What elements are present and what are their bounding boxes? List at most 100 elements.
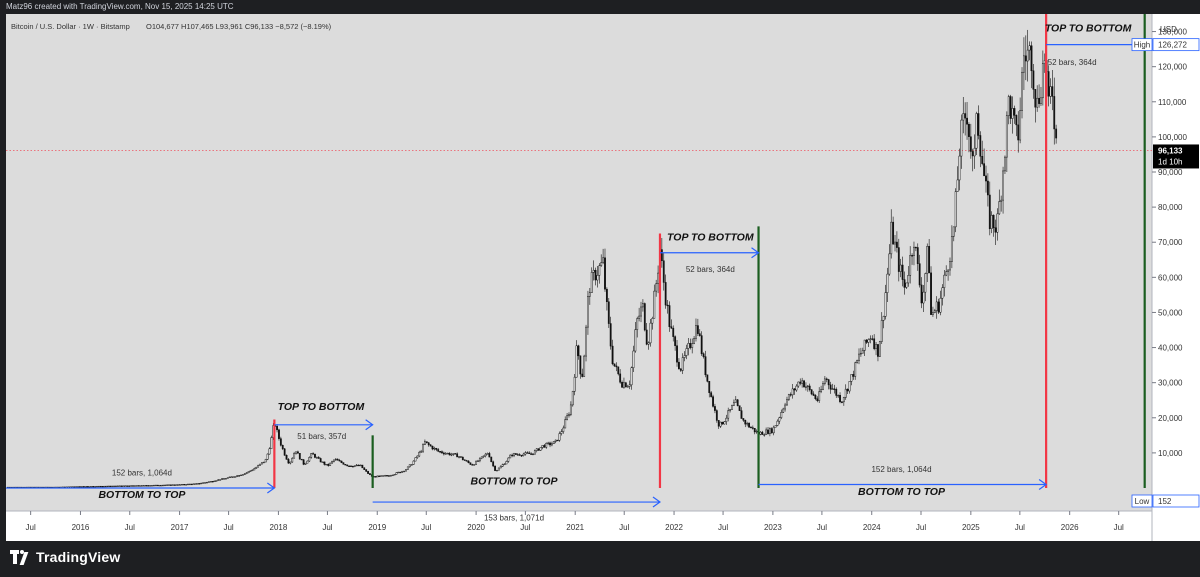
candle-body bbox=[892, 221, 895, 245]
candle-body bbox=[835, 389, 838, 396]
candle-body bbox=[1019, 110, 1022, 141]
candle-body bbox=[454, 453, 457, 455]
candle-body bbox=[979, 135, 982, 157]
candle-body bbox=[767, 429, 769, 434]
candle-body bbox=[350, 465, 352, 467]
candle-body bbox=[660, 249, 663, 262]
candle-body bbox=[190, 483, 193, 486]
candle-body bbox=[120, 485, 123, 487]
candle-body bbox=[770, 428, 773, 434]
candle-body bbox=[302, 459, 305, 465]
candle-body bbox=[566, 415, 568, 420]
candle-body bbox=[223, 478, 225, 480]
candle-body bbox=[814, 395, 817, 400]
y-tick-label: 30,000 bbox=[1158, 379, 1183, 388]
candle-body bbox=[202, 482, 205, 484]
header-bar: Matz96 created with TradingView.com, Nov… bbox=[0, 0, 1200, 14]
candle-body bbox=[105, 485, 108, 488]
candle-body bbox=[478, 457, 481, 462]
candle-body bbox=[393, 474, 396, 476]
candle-body bbox=[333, 459, 335, 462]
bars-duration-label: 152 bars, 1,064d bbox=[871, 465, 931, 474]
candle-body bbox=[192, 483, 195, 485]
candle-body bbox=[84, 486, 87, 488]
time-axis[interactable] bbox=[6, 511, 1152, 541]
x-tick-label: Jul bbox=[619, 523, 629, 532]
candle-body bbox=[837, 394, 840, 397]
candle-body bbox=[624, 382, 627, 388]
candle-body bbox=[1047, 71, 1050, 97]
y-tick-label: 60,000 bbox=[1158, 273, 1183, 282]
candle-body bbox=[609, 323, 612, 347]
candle-body bbox=[242, 474, 244, 476]
candle-body bbox=[369, 473, 371, 475]
candle-body bbox=[818, 391, 821, 402]
candle-body bbox=[219, 479, 222, 481]
candle-body bbox=[206, 481, 208, 484]
candle-body bbox=[431, 445, 434, 450]
btc-weekly-chart[interactable]: Bitcoin / U.S. Dollar · 1W · Bitstamp O1… bbox=[0, 14, 1200, 541]
candle-body bbox=[755, 430, 758, 433]
candle-body bbox=[797, 381, 800, 387]
candle-body bbox=[391, 474, 394, 477]
candle-body bbox=[418, 451, 421, 457]
candle-body bbox=[490, 456, 493, 463]
candle-body bbox=[1005, 115, 1008, 158]
y-tick-label: 130,000 bbox=[1158, 28, 1187, 37]
candle-body bbox=[706, 374, 709, 382]
candle-body bbox=[424, 441, 426, 445]
candle-body bbox=[653, 290, 656, 319]
y-tick-label: 20,000 bbox=[1158, 414, 1183, 423]
candle-body bbox=[346, 464, 349, 467]
candle-body bbox=[130, 485, 133, 487]
candle-body bbox=[496, 469, 498, 472]
candle-body bbox=[945, 271, 948, 276]
arrow-head bbox=[1038, 479, 1048, 490]
high-value-badge bbox=[1152, 38, 1200, 52]
cycle-label: BOTTOM TO TOP bbox=[471, 475, 559, 487]
candle-body bbox=[374, 476, 377, 478]
plot-area[interactable] bbox=[6, 14, 1152, 511]
candle-body bbox=[450, 454, 453, 456]
candle-body bbox=[731, 405, 733, 410]
candle-body bbox=[632, 350, 635, 368]
candle-body bbox=[310, 453, 313, 458]
ohlc-legend: O104,677 H107,465 L93,961 C96,133 −8,572… bbox=[146, 22, 332, 31]
candle-body bbox=[444, 453, 447, 455]
candle-body bbox=[518, 454, 521, 456]
tradingview-logo[interactable]: TradingView bbox=[10, 549, 120, 565]
candle-body bbox=[962, 113, 965, 121]
candle-body bbox=[600, 262, 603, 266]
candle-body bbox=[573, 376, 576, 392]
candle-body bbox=[928, 246, 931, 274]
y-tick-label: 110,000 bbox=[1158, 98, 1187, 107]
candle-body bbox=[524, 452, 527, 455]
candle-body bbox=[854, 362, 857, 377]
candle-body bbox=[903, 279, 906, 288]
candle-body bbox=[240, 474, 242, 477]
candle-body bbox=[198, 483, 201, 485]
last-price-label: 96,133 bbox=[1158, 146, 1183, 155]
candle-body bbox=[685, 348, 688, 356]
tradingview-wordmark: TradingView bbox=[36, 549, 121, 565]
candle-body bbox=[990, 214, 993, 229]
candle-body bbox=[245, 472, 248, 474]
candle-body bbox=[634, 329, 637, 352]
candle-body bbox=[696, 325, 699, 334]
candle-body bbox=[605, 288, 608, 302]
candle-body bbox=[886, 273, 889, 293]
cycle-label: BOTTOM TO TOP bbox=[858, 486, 946, 498]
candle-body bbox=[170, 484, 172, 486]
candle-body bbox=[579, 355, 582, 375]
candle-body bbox=[475, 460, 478, 465]
credit-text: Matz96 created with TradingView.com, Nov… bbox=[6, 2, 234, 11]
candle-body bbox=[211, 481, 214, 483]
candle-body bbox=[592, 269, 595, 273]
candle-body bbox=[395, 472, 398, 475]
candle-body bbox=[1011, 108, 1014, 119]
price-axis[interactable] bbox=[1152, 14, 1200, 541]
candle-body bbox=[776, 420, 779, 426]
candle-body bbox=[437, 449, 440, 452]
candle-body bbox=[604, 257, 606, 290]
candle-body bbox=[289, 461, 292, 464]
